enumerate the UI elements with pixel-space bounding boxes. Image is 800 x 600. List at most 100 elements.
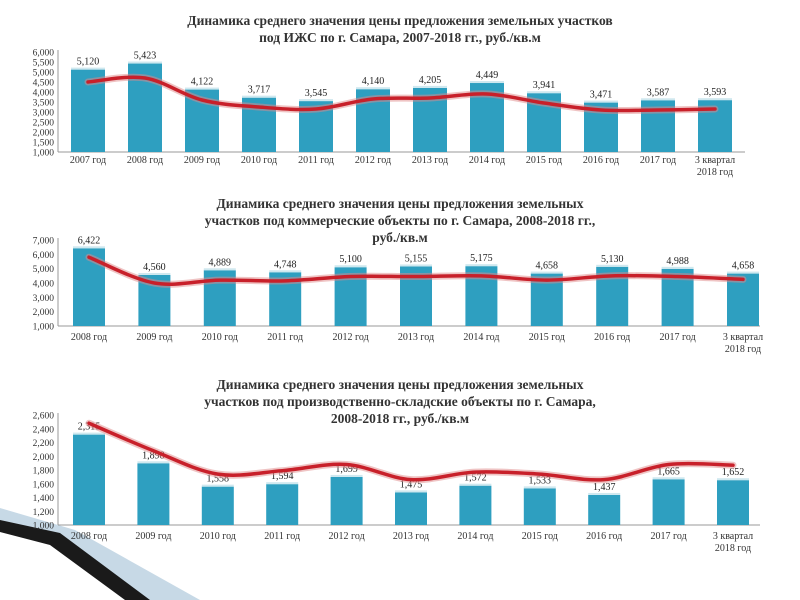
chart-1-value-label: 4,205 bbox=[419, 75, 442, 86]
chart-3-bar-cap bbox=[717, 478, 749, 481]
chart-3-category-label: 2008 год bbox=[71, 531, 107, 542]
chart-3-value-label: 1,652 bbox=[722, 467, 745, 478]
chart-3-bar-cap bbox=[459, 483, 492, 486]
chart-2-category-label: 2017 год bbox=[660, 332, 696, 343]
chart-3-bar bbox=[523, 488, 556, 525]
chart-1-bar-cap bbox=[299, 99, 333, 102]
chart-1-category-label: 2017 год bbox=[640, 155, 676, 166]
chart-3-bar bbox=[652, 479, 685, 525]
chart-2-category-label: 2015 год bbox=[529, 332, 565, 343]
chart-1-category-label: 2016 год bbox=[583, 155, 619, 166]
chart-2-bar-cap bbox=[73, 246, 105, 249]
chart-2-ytick: 3,000 bbox=[33, 294, 55, 304]
chart-2-bar-cap bbox=[334, 265, 367, 268]
chart-3-bar bbox=[459, 485, 492, 525]
chart-3-value-label: 1,475 bbox=[400, 479, 423, 490]
chart-3-bar-cap bbox=[330, 474, 363, 477]
chart-2-category-label: 2014 год bbox=[463, 332, 499, 343]
chart-1-value-label: 4,449 bbox=[476, 70, 499, 81]
chart-3-bar bbox=[588, 494, 621, 525]
chart-1-bar-cap bbox=[584, 100, 618, 103]
chart-3-bar-cap bbox=[523, 486, 556, 489]
chart-3-category-label: 2015 год bbox=[522, 531, 558, 542]
chart-3-ytick: 1,800 bbox=[33, 467, 55, 477]
chart-2-ytick: 1,000 bbox=[33, 323, 55, 333]
chart-1-ytick: 1,500 bbox=[33, 139, 55, 149]
chart-2-bar-cap bbox=[596, 264, 629, 267]
chart-3-category-label: 2012 год bbox=[329, 531, 365, 542]
chart-1-category-label: 2011 год bbox=[298, 155, 334, 166]
chart-1-title: Динамика среднего значения цены предложе… bbox=[187, 13, 613, 45]
chart-1-category-label-line2: 2018 год bbox=[697, 167, 733, 178]
chart-1-ytick: 4,000 bbox=[33, 89, 55, 99]
chart-3-category-label: 2010 год bbox=[200, 531, 236, 542]
chart-3-value-label: 1,898 bbox=[142, 450, 165, 461]
chart-1-value-label: 5,423 bbox=[134, 51, 157, 62]
chart-2-trend-line bbox=[87, 255, 745, 286]
chart-1-bar-cap bbox=[527, 91, 561, 94]
chart-2-category-label: 2016 год bbox=[594, 332, 630, 343]
chart-1-ytick: 5,000 bbox=[33, 69, 55, 79]
chart-3-value-label: 1,665 bbox=[657, 466, 680, 477]
chart-1-value-label: 3,941 bbox=[533, 80, 556, 91]
chart-3-value-label: 1,533 bbox=[529, 475, 552, 486]
chart-2-bar-cap bbox=[465, 264, 498, 267]
chart-1-ytick: 5,500 bbox=[33, 59, 55, 69]
chart-2-value-label: 6,422 bbox=[78, 235, 101, 246]
chart-1-bar-cap bbox=[71, 67, 105, 70]
chart-3-category-label: 2009 год bbox=[135, 531, 171, 542]
chart-1-category-label: 3 квартал bbox=[695, 155, 735, 166]
chart-2-value-label: 4,988 bbox=[666, 256, 689, 267]
chart-2-value-label: 4,889 bbox=[209, 257, 232, 268]
chart-3-bar bbox=[330, 476, 363, 525]
chart-1-bar-cap bbox=[698, 98, 732, 101]
chart-2-value-label: 4,748 bbox=[274, 259, 297, 270]
chart-2-ytick: 6,000 bbox=[33, 251, 55, 261]
chart-1-ytick: 2,000 bbox=[33, 129, 55, 139]
chart-3-value-label: 1,437 bbox=[593, 482, 616, 493]
chart-1-value-label: 3,471 bbox=[590, 90, 613, 101]
chart-3-value-label: 2,315 bbox=[78, 422, 101, 433]
chart-2-category-label: 3 квартал bbox=[723, 332, 763, 343]
chart-3-bar-cap bbox=[137, 461, 170, 464]
chart-2-value-label: 5,130 bbox=[601, 254, 624, 265]
chart-3-category-label: 2014 год bbox=[457, 531, 493, 542]
chart-2-ytick: 5,000 bbox=[33, 265, 55, 275]
chart-1-ytick: 3,000 bbox=[33, 109, 55, 119]
chart-2-bar-cap bbox=[727, 271, 759, 274]
chart-2-category-label: 2008 год bbox=[71, 332, 107, 343]
chart-2-value-label: 5,175 bbox=[470, 253, 493, 264]
chart-2-bar-cap bbox=[530, 271, 563, 274]
chart-1-category-label: 2015 год bbox=[526, 155, 562, 166]
chart-3-ytick: 1,000 bbox=[33, 522, 55, 532]
chart-3-ytick: 1,600 bbox=[33, 480, 55, 490]
chart-1-bar-cap bbox=[470, 81, 504, 84]
chart-3-bar bbox=[717, 480, 749, 525]
chart-2-value-label: 4,560 bbox=[143, 262, 166, 273]
chart-1-category-label: 2009 год bbox=[184, 155, 220, 166]
chart-3-ytick: 2,400 bbox=[33, 425, 55, 435]
chart-3-bar-cap bbox=[73, 432, 105, 435]
chart-3-title: Динамика среднего значения цены предложе… bbox=[204, 377, 596, 426]
chart-2-category-label: 2010 год bbox=[202, 332, 238, 343]
chart-3-category-label-line2: 2018 год bbox=[715, 543, 751, 554]
chart-3-bar bbox=[137, 463, 170, 525]
chart-3-bar-cap bbox=[201, 484, 234, 487]
chart-3-bar-cap bbox=[395, 490, 427, 493]
chart-2-category-label: 2011 год bbox=[267, 332, 303, 343]
chart-2-category-label: 2009 год bbox=[136, 332, 172, 343]
chart-1-bar-cap bbox=[356, 87, 390, 90]
chart-1-value-label: 3,593 bbox=[704, 87, 727, 98]
chart-3-ytick: 1,400 bbox=[33, 494, 55, 504]
chart-2-bar-cap bbox=[661, 266, 694, 269]
chart-3-category-label: 2017 год bbox=[651, 531, 687, 542]
chart-1-value-label: 4,140 bbox=[362, 76, 385, 87]
chart-1-ytick: 6,000 bbox=[33, 49, 55, 59]
chart-3-bar bbox=[266, 484, 299, 525]
chart-3-value-label: 1,558 bbox=[207, 474, 230, 485]
chart-2-bar-cap bbox=[400, 264, 432, 267]
chart-3-bar bbox=[395, 492, 427, 525]
chart-1-bar-cap bbox=[413, 85, 447, 88]
chart-1-ytick: 3,500 bbox=[33, 99, 55, 109]
